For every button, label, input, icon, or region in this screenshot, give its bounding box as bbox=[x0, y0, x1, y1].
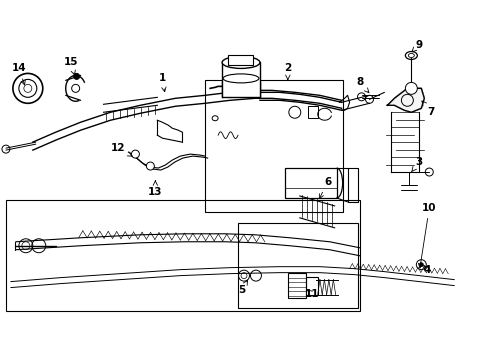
Bar bbox=[347, 168, 357, 202]
Text: 6: 6 bbox=[319, 177, 331, 199]
Bar bbox=[287, 273, 305, 298]
Bar bbox=[222, 62, 260, 97]
Text: 7: 7 bbox=[421, 101, 434, 117]
Circle shape bbox=[74, 73, 80, 80]
Ellipse shape bbox=[223, 74, 259, 83]
Text: 4: 4 bbox=[423, 265, 430, 275]
Polygon shape bbox=[386, 88, 424, 112]
Bar bbox=[6, 200, 359, 311]
Ellipse shape bbox=[222, 57, 260, 68]
Text: 8: 8 bbox=[355, 77, 368, 93]
Bar bbox=[205, 80, 342, 212]
Bar bbox=[307, 106, 317, 118]
Circle shape bbox=[419, 263, 423, 267]
Text: 12: 12 bbox=[111, 143, 132, 156]
Text: 13: 13 bbox=[148, 181, 163, 197]
Bar bbox=[305, 276, 317, 294]
Text: 14: 14 bbox=[12, 63, 26, 85]
Text: 10: 10 bbox=[418, 203, 436, 268]
Bar bbox=[285, 168, 336, 198]
Text: 3: 3 bbox=[410, 157, 422, 172]
Bar bbox=[227, 55, 252, 66]
Text: 5: 5 bbox=[238, 280, 247, 294]
Text: 2: 2 bbox=[284, 63, 291, 80]
Circle shape bbox=[146, 162, 154, 170]
Text: 11: 11 bbox=[304, 289, 318, 298]
Circle shape bbox=[405, 82, 416, 94]
Circle shape bbox=[131, 150, 139, 158]
Text: 15: 15 bbox=[63, 58, 78, 75]
Text: 9: 9 bbox=[411, 40, 422, 52]
Bar bbox=[238, 223, 357, 307]
Text: 1: 1 bbox=[159, 73, 166, 92]
